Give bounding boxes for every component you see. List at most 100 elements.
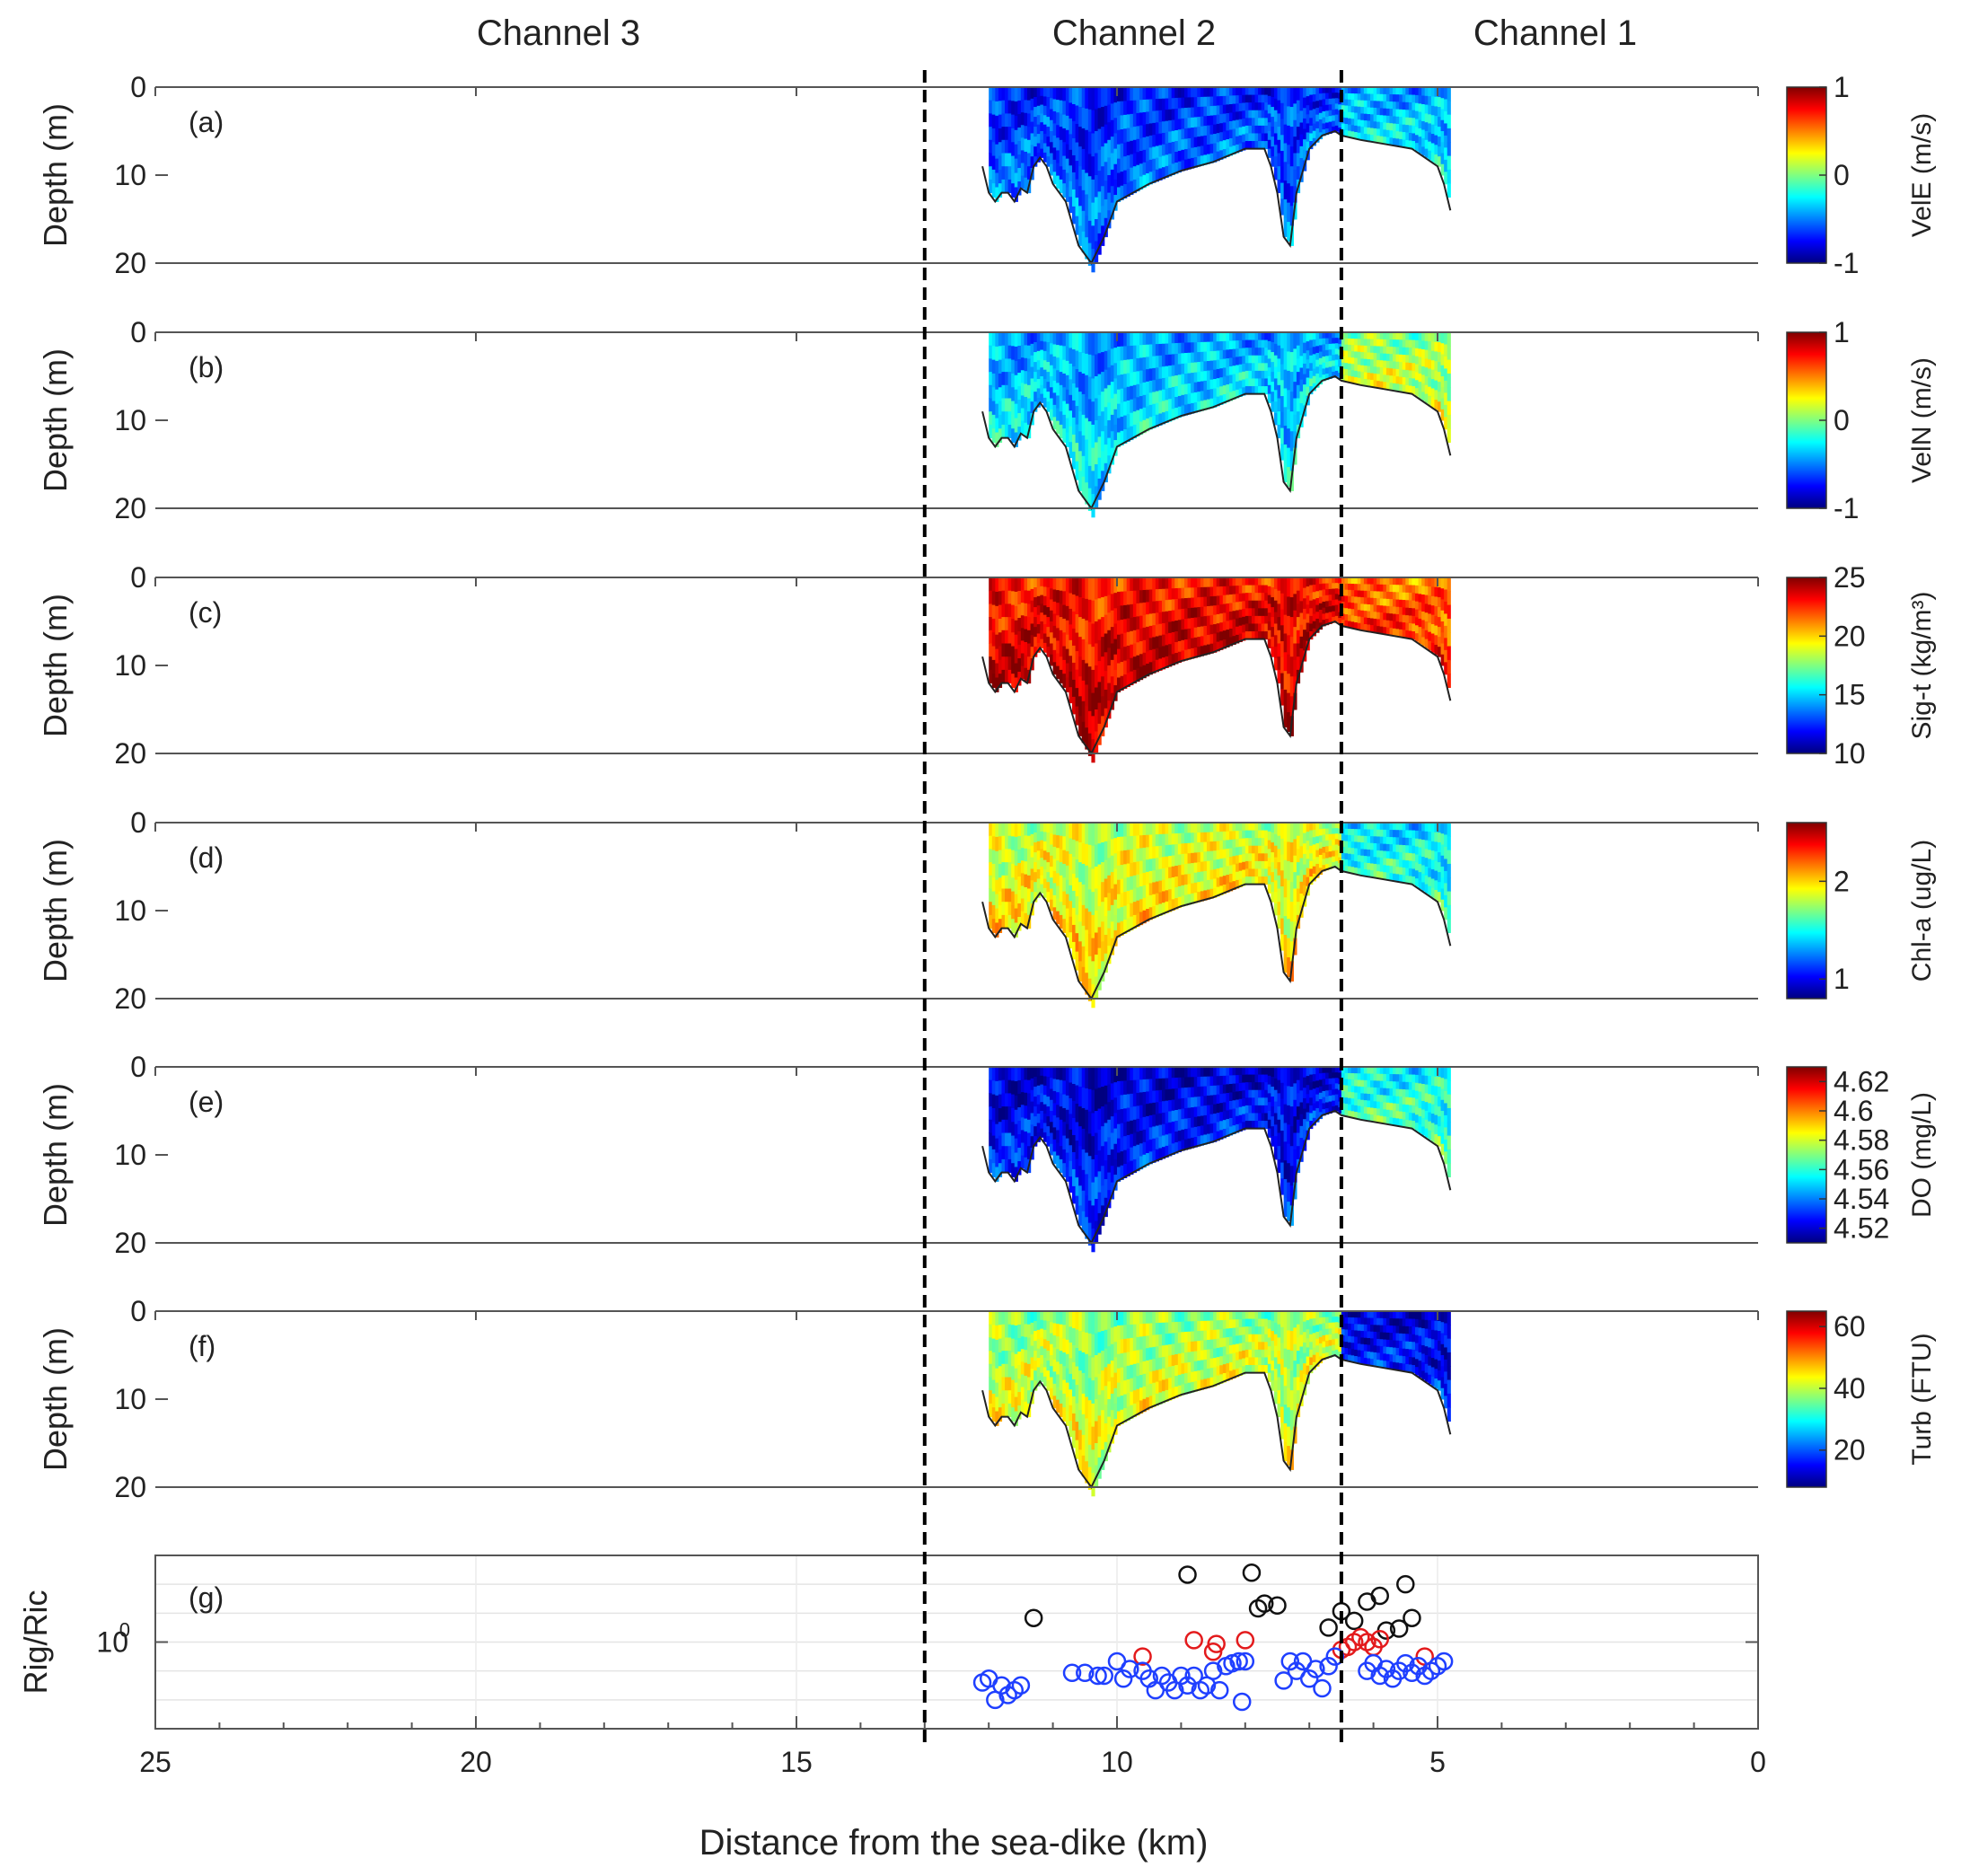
field-cell [1110, 137, 1115, 154]
field-cell [1161, 868, 1166, 881]
field-cell [1376, 604, 1381, 613]
field-cell [1191, 362, 1195, 374]
field-cell [1056, 1105, 1060, 1118]
field-cell [1438, 342, 1442, 353]
field-cell [1315, 101, 1320, 109]
field-cell [1078, 1087, 1083, 1107]
field-cell [1341, 589, 1346, 596]
field-cell [1081, 210, 1086, 233]
field-cell [1193, 117, 1198, 128]
field-cell [1315, 870, 1320, 878]
field-cell [1287, 823, 1291, 842]
field-cell [1389, 592, 1394, 600]
field-cell [1360, 119, 1365, 128]
field-cell [1155, 122, 1160, 135]
field-cell [1136, 900, 1140, 914]
field-cell [1148, 356, 1153, 369]
field-cell [1232, 619, 1236, 629]
field-cell [1289, 862, 1294, 883]
field-cell [1299, 379, 1304, 392]
field-cell [1236, 332, 1240, 341]
field-cell [991, 1094, 996, 1109]
field-cell [1113, 577, 1118, 594]
field-cell [1350, 131, 1355, 138]
field-cell [1200, 126, 1204, 137]
field-cell [1136, 823, 1140, 836]
field-cell [1091, 716, 1095, 740]
field-cell [1389, 94, 1394, 102]
field-cell [1181, 630, 1185, 641]
field-cell [1020, 112, 1025, 126]
field-cell [1024, 641, 1028, 656]
field-cell [1216, 142, 1220, 153]
field-cell [1254, 363, 1259, 372]
field-cell [1267, 577, 1271, 587]
field-cell [1315, 121, 1320, 129]
field-cell [1226, 139, 1230, 149]
field-cell [1405, 110, 1410, 119]
field-cell [1007, 127, 1012, 141]
field-cell [1430, 614, 1436, 625]
field-cell [1213, 586, 1218, 597]
field-cell [1123, 850, 1128, 865]
field-cell [1415, 388, 1420, 397]
field-cell [1254, 860, 1259, 869]
field-cell [1332, 115, 1336, 122]
field-cell [1283, 934, 1288, 955]
field-cell [1130, 127, 1134, 142]
field-cell [1139, 848, 1144, 862]
field-cell [1322, 834, 1326, 841]
field-cell [1424, 113, 1429, 123]
field-cell [1315, 135, 1320, 143]
field-cell [1042, 586, 1048, 597]
field-cell [1363, 100, 1368, 108]
field-cell [1236, 855, 1240, 865]
field-cell [1383, 374, 1387, 383]
field-cell [1017, 658, 1022, 673]
field-cell [1360, 358, 1365, 366]
field-cell [1107, 840, 1112, 859]
field-cell [1065, 922, 1070, 938]
field-cell [1209, 841, 1214, 852]
field-cell [1161, 903, 1166, 915]
field-cell [1325, 823, 1330, 830]
field-cell [1081, 721, 1086, 744]
field-cell [1370, 597, 1375, 605]
field-cell [1050, 621, 1054, 633]
field-cell [1117, 172, 1121, 188]
field-cell [1091, 938, 1095, 962]
field-cell [1117, 577, 1121, 593]
field-cell [1007, 411, 1012, 426]
field-cell [1005, 656, 1009, 671]
field-cell [1360, 93, 1365, 101]
field-cell [1011, 1122, 1016, 1137]
field-cell [1152, 661, 1156, 674]
field-cell [1376, 128, 1381, 137]
field-cell [1258, 577, 1262, 586]
field-cell [1117, 823, 1121, 838]
field-cell [989, 835, 993, 850]
field-cell [1007, 617, 1012, 631]
field-cell [1197, 647, 1201, 657]
field-cell [1062, 1080, 1067, 1096]
field-cell [1155, 145, 1160, 159]
field-cell [1069, 149, 1073, 166]
field-cell [1130, 426, 1134, 441]
field-cell [1014, 1138, 1018, 1154]
field-cell [1424, 104, 1429, 114]
field-cell [1136, 383, 1140, 398]
field-cell [1174, 397, 1179, 409]
field-cell [1042, 624, 1048, 634]
field-cell [1056, 835, 1060, 849]
field-cell [991, 891, 996, 906]
field-cell [1415, 846, 1420, 856]
field-cell [1020, 823, 1025, 836]
field-cell [1277, 590, 1281, 604]
field-cell [1117, 129, 1121, 145]
field-cell [1216, 823, 1220, 832]
field-cell [1389, 368, 1394, 376]
field-cell [1354, 829, 1359, 836]
field-cell [1142, 859, 1147, 874]
field-cell [989, 643, 993, 657]
field-cell [1438, 146, 1442, 157]
